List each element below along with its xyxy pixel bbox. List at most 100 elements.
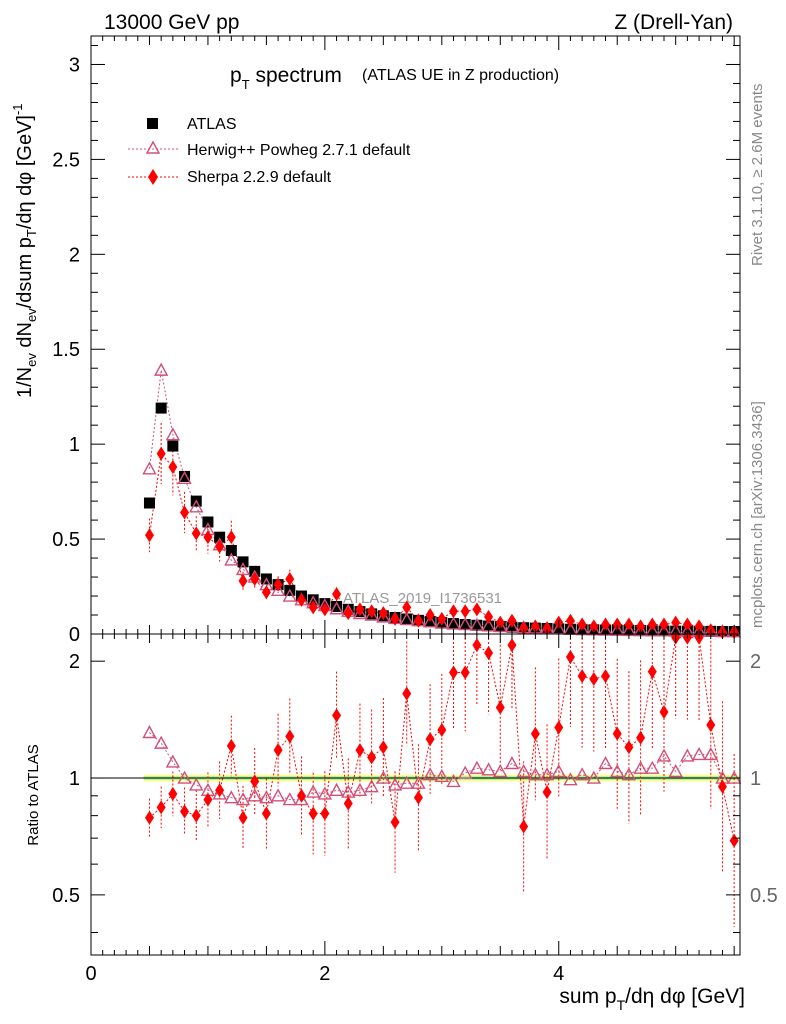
x-tick-label: 4 [553,963,564,985]
atlas-point [459,619,471,631]
x-tick-label: 0 [85,963,96,985]
sherpa-ratio-point [168,786,178,801]
sherpa-point [226,530,236,545]
sherpa-point [273,577,283,592]
herwig-ratio-point [399,775,414,789]
herwig-ratio-point [610,763,625,778]
sherpa-point [659,617,669,632]
atlas-point [307,594,319,606]
sherpa-ratio-point [425,732,435,747]
sherpa-ratio-point [484,645,494,660]
herwig-ratio-point [212,786,227,800]
main-y-tick-label: 1 [69,434,80,456]
ratio-y-tick-label-left: 2 [69,651,80,673]
herwig-ratio-point [516,763,531,778]
sherpa-point [343,606,353,621]
sherpa-ratio-point [554,720,564,735]
sherpa-ratio-point [191,808,201,823]
axis-labels: 0 2 4 0 0.5 1 1.5 2 2.5 3 0.5 0.5 1 1 2 2 [52,54,778,985]
sherpa-point [180,505,190,520]
sherpa-ratio-point [203,792,213,807]
sherpa-point [472,602,482,617]
plot-title-sub: T [242,77,250,92]
sherpa-point [647,617,657,632]
herwig-ratio-point [551,763,566,778]
sherpa-ratio-point [530,726,540,741]
herwig-ratio-point [387,777,403,791]
herwig-ratio-point [458,765,473,779]
sherpa-ratio-point [180,804,190,819]
herwig-ratio-point [621,767,637,781]
herwig-ratio-point [504,756,520,770]
sherpa-ratio-point [460,665,470,680]
sherpa-ratio-point [285,729,295,744]
herwig-ratio-point [177,770,192,784]
atlas-point [155,402,167,414]
herwig-ratio-point [259,790,274,804]
main-y-axis-title: 1/Nev dNev/dsum pT/dη dφ [GeV]-1 [10,103,39,398]
herwig-ratio-point [165,754,181,768]
sherpa-ratio-point [565,650,575,665]
herwig-point [422,614,438,628]
atlas-point [483,620,495,632]
legend-marker-herwig [145,140,161,154]
main-y-tick-label: 2.5 [52,149,80,171]
axis-ticks [90,36,740,955]
legend-label-herwig: Herwig++ Powheg 2.7.1 default [187,142,411,159]
herwig-ratio-point [282,792,297,806]
sherpa-ratio-point [729,833,739,848]
ratio-y-tick-label-right: 0.5 [750,885,778,907]
herwig-ratio-point [680,748,695,762]
herwig-point [399,612,414,626]
source-info: mcplots.cern.ch [arXiv:1306.3436] [749,401,766,628]
sherpa-ratio-point [659,704,669,719]
sherpa-point [694,619,704,634]
sherpa-ratio-point [495,700,505,715]
legend-marker-atlas [147,118,158,129]
herwig-point [329,601,344,615]
sherpa-ratio-point [156,800,166,815]
herwig-ratio-point [376,770,391,784]
herwig-ratio-point [294,792,309,806]
sherpa-ratio-point [308,806,318,821]
atlas-point [167,440,179,452]
atlas-point [214,531,226,543]
sherpa-point [495,615,505,630]
sherpa-point [332,587,342,602]
sherpa-ratio-point [355,743,365,758]
sherpa-point [484,609,494,624]
herwig-ratio-point [364,779,379,793]
sherpa-point [402,600,412,615]
sherpa-ratio-point [601,669,611,684]
sherpa-ratio-point [612,726,622,741]
herwig-ratio-point [574,767,590,781]
plot-title: pT spectrum [230,64,342,92]
ratio-y-tick-label-left: 1 [69,768,80,790]
sherpa-point [671,615,681,630]
legend-label-atlas: ATLAS [187,116,237,133]
sherpa-ratio-point [437,722,447,737]
atlas-point [237,556,249,568]
x-axis-title: sum pT/dη dφ [GeV] [559,985,745,1013]
sherpa-ratio-point [226,738,236,753]
sherpa-point [168,459,178,474]
sherpa-ratio-point [250,774,260,789]
ratio-y-axis-title: Ratio to ATLAS [25,744,42,845]
sherpa-point [507,613,517,628]
legend: ATLAS Herwig++ Powheg 2.7.1 default Sher… [128,116,411,186]
sherpa-ratio-point [624,740,634,755]
sherpa-ratio-point [332,708,342,723]
herwig-ratio-point [189,777,204,791]
plot-title-detail: (ATLAS UE in Z production) [362,67,559,84]
sherpa-point [238,573,248,588]
sherpa-point [285,571,295,586]
atlas-point [225,544,237,556]
main-y-tick-label: 0.5 [52,529,80,551]
sherpa-ratio-point [378,740,388,755]
herwig-ratio-point [270,788,286,802]
atlas-point [179,470,191,482]
sherpa-ratio-point [507,638,517,653]
analysis-watermark: ATLAS_2019_I1736531 [343,590,502,607]
herwig-ratio-point [224,790,239,804]
herwig-ratio-point [352,782,368,796]
